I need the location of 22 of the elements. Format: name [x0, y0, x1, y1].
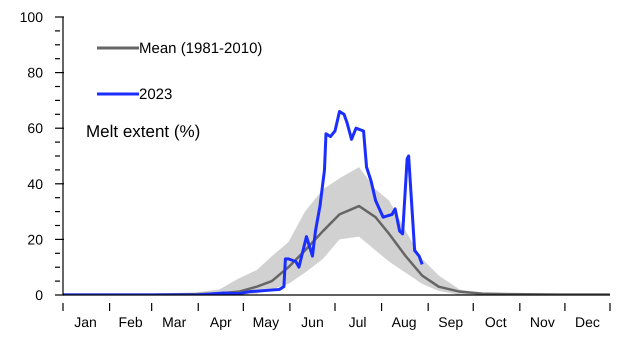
x-tick-label: Nov [530, 314, 555, 330]
x-tick-label: Apr [210, 314, 232, 330]
x-tick-label: Oct [484, 314, 507, 330]
legend-label: 2023 [139, 86, 172, 102]
x-tick-label: Aug [392, 314, 417, 330]
x-tick-label: Feb [118, 314, 143, 330]
y-tick-label: 100 [20, 9, 44, 25]
y-axis-title: Melt extent (%) [86, 122, 200, 142]
x-tick-label: Jun [301, 314, 324, 330]
y-tick-label: 60 [27, 120, 44, 136]
x-tick-label: Jan [74, 314, 97, 330]
y-tick-label: 0 [35, 287, 44, 303]
line-series [63, 110, 424, 295]
y-tick-label: 40 [27, 176, 44, 192]
x-tick-label: Sep [438, 314, 464, 330]
y-tick-label: 80 [27, 64, 44, 81]
x-tick-label: Dec [575, 314, 600, 330]
x-tick-label: May [252, 314, 280, 330]
x-tick-label: Mar [162, 314, 187, 330]
legend-label: Mean (1981-2010) [139, 40, 262, 56]
y-tick-label: 20 [27, 231, 44, 248]
x-tick-label: Jul [348, 314, 366, 330]
